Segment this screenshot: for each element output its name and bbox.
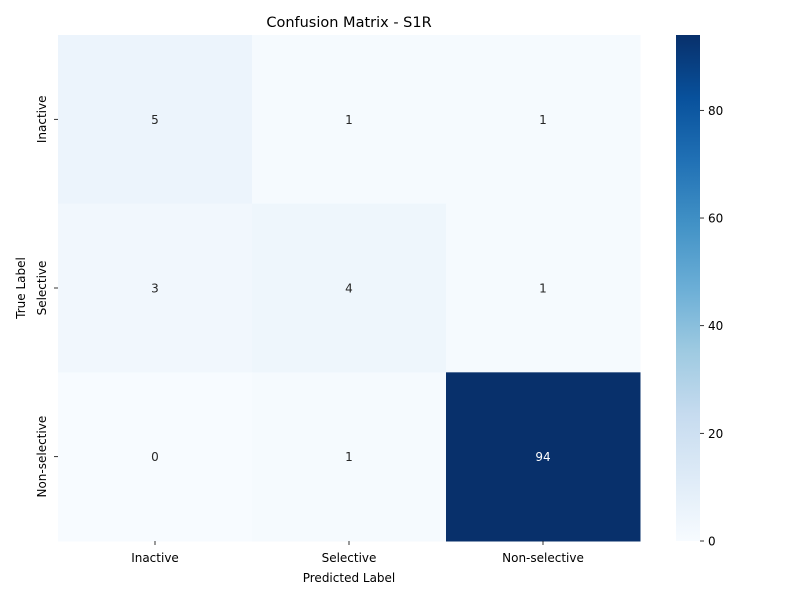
heatmap-cell-inactive-non-selective [446, 35, 641, 205]
cell-value-label: 1 [539, 282, 547, 296]
colorbar-tick-label: 0 [708, 535, 716, 549]
x-tick-label-non-selective: Non-selective [502, 551, 584, 565]
heatmap-cell-non-selective-inactive [58, 372, 253, 542]
y-axis-label: True Label [14, 257, 28, 320]
heatmap-cells [58, 35, 641, 542]
heatmap-cell-non-selective-non-selective [446, 372, 641, 542]
colorbar-tick-label: 80 [708, 104, 723, 118]
x-axis: Inactive Selective Non-selective [131, 541, 584, 565]
cell-value-label: 4 [345, 282, 353, 296]
cell-value-label: 94 [535, 450, 550, 464]
cell-value-label: 1 [345, 450, 353, 464]
colorbar: 0 20 40 60 80 [676, 35, 723, 549]
y-axis: Inactive Selective Non-selective [35, 96, 58, 498]
heatmap-cell-inactive-inactive [58, 35, 253, 205]
heatmap-cell-selective-non-selective [446, 203, 641, 373]
colorbar-gradient [676, 35, 700, 541]
y-tick-label-non-selective: Non-selective [35, 416, 49, 498]
y-tick-label-inactive: Inactive [35, 96, 49, 144]
cell-value-label: 1 [345, 113, 353, 127]
chart-title: Confusion Matrix - S1R [266, 15, 431, 31]
cell-value-label: 5 [151, 113, 159, 127]
heatmap-cell-selective-selective [252, 203, 447, 373]
y-tick-label-selective: Selective [35, 261, 49, 316]
x-tick-label-inactive: Inactive [131, 551, 179, 565]
cell-value-label: 3 [151, 282, 159, 296]
heatmap-cell-non-selective-selective [252, 372, 447, 542]
colorbar-tick-label: 20 [708, 427, 723, 441]
cell-annotations: 5 1 1 3 4 1 0 1 94 [151, 113, 550, 464]
cell-value-label: 1 [539, 113, 547, 127]
x-tick-label-selective: Selective [322, 551, 377, 565]
colorbar-tick-label: 40 [708, 319, 723, 333]
colorbar-tick-label: 60 [708, 212, 723, 226]
cell-value-label: 0 [151, 450, 159, 464]
x-axis-label: Predicted Label [303, 571, 396, 585]
heatmap-cell-inactive-selective [252, 35, 447, 205]
heatmap-cell-selective-inactive [58, 203, 253, 373]
